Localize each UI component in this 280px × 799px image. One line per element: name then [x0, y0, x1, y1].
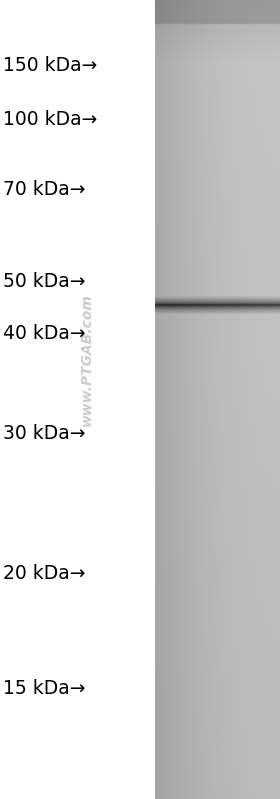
Text: 50 kDa→: 50 kDa→ — [3, 272, 85, 291]
Text: 150 kDa→: 150 kDa→ — [3, 56, 97, 75]
Text: 15 kDa→: 15 kDa→ — [3, 679, 85, 698]
Text: www.PTGAB.com: www.PTGAB.com — [80, 293, 94, 426]
Text: 100 kDa→: 100 kDa→ — [3, 110, 97, 129]
Text: 30 kDa→: 30 kDa→ — [3, 424, 85, 443]
Text: 70 kDa→: 70 kDa→ — [3, 180, 85, 199]
Text: 20 kDa→: 20 kDa→ — [3, 564, 85, 583]
Text: 40 kDa→: 40 kDa→ — [3, 324, 85, 344]
